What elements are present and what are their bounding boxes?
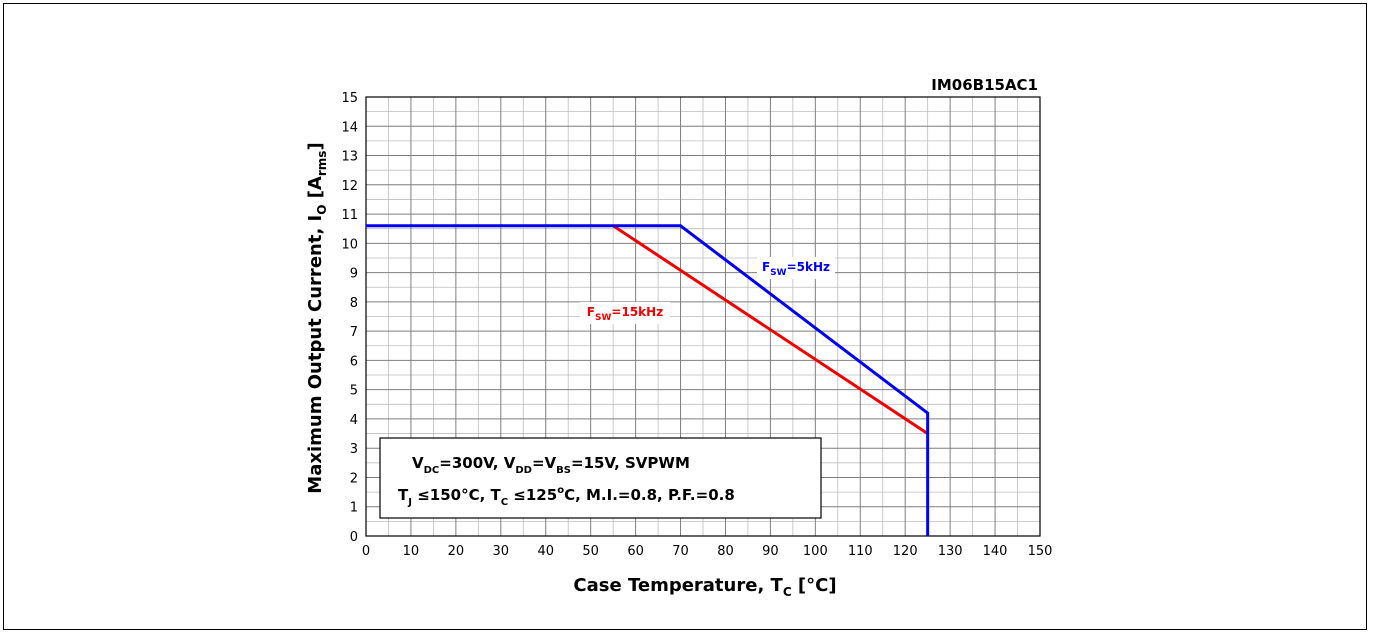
y-tick-label: 10 — [341, 237, 358, 252]
conditions-box: VDC=300V, VDD=VBS=15V, SVPWM TJ ≤150°C, T… — [379, 437, 822, 519]
series-line — [612, 224, 929, 435]
y-tick-label: 0 — [350, 530, 358, 545]
x-tick-label: 60 — [627, 544, 644, 559]
y-tick-label: 5 — [350, 384, 358, 399]
series-label: FSW=5kHz — [762, 260, 830, 278]
y-tick-label: 3 — [350, 442, 358, 457]
x-tick-label: 120 — [893, 544, 918, 559]
x-tick-label: 20 — [448, 544, 465, 559]
y-tick-label: 7 — [350, 325, 358, 340]
x-tick-label: 150 — [1028, 544, 1053, 559]
y-tick-label: 12 — [341, 179, 358, 194]
x-tick-label: 80 — [717, 544, 734, 559]
x-tick-label: 0 — [362, 544, 370, 559]
x-tick-labels: 0 10 20 30 40 50 60 70 80 90 100 110 120 130 140 150 — [362, 544, 1053, 559]
x-tick-label: 70 — [672, 544, 689, 559]
series-label-bg — [580, 302, 670, 324]
x-tick-label: 130 — [938, 544, 963, 559]
series-labels: FSW=5kHz FSW=15kHz — [580, 257, 835, 324]
series-layer — [366, 224, 930, 536]
x-tick-label: 40 — [537, 544, 554, 559]
series-line — [366, 224, 930, 536]
x-tick-label: 100 — [803, 544, 828, 559]
x-tick-label: 110 — [848, 544, 873, 559]
x-axis-label: Case Temperature, TC [°C] — [573, 575, 836, 599]
plot-border — [365, 96, 1041, 537]
x-tick-label: 140 — [983, 544, 1008, 559]
x-tick-label: 50 — [582, 544, 599, 559]
x-tick-label: 10 — [403, 544, 420, 559]
conditions-line-1: VDC=300V, VDD=VBS=15V, SVPWM — [412, 454, 690, 476]
y-tick-label: 15 — [341, 91, 358, 106]
y-tick-label: 1 — [350, 501, 358, 516]
y-tick-label: 2 — [350, 471, 358, 486]
y-tick-label: 8 — [350, 296, 358, 311]
y-axis-label: Maximum Output Current, IO [Arms] — [305, 142, 329, 493]
y-tick-label: 4 — [350, 413, 358, 428]
x-tick-label: 30 — [493, 544, 510, 559]
y-tick-label: 11 — [341, 208, 358, 223]
conditions-line-2: TJ ≤150°C, TC ≤125oC, M.I.=0.8, P.F.=0.8 — [398, 485, 735, 508]
series-label-bg — [757, 257, 835, 279]
chart-title: IM06B15AC1 — [931, 76, 1038, 94]
y-tick-label: 13 — [341, 150, 358, 165]
x-tick-label: 90 — [762, 544, 779, 559]
y-tick-label: 9 — [350, 267, 358, 282]
conditions-box-border — [379, 437, 822, 519]
y-tick-label: 6 — [350, 354, 358, 369]
y-tick-label: 14 — [341, 120, 358, 135]
series-label: FSW=15kHz — [587, 305, 663, 323]
